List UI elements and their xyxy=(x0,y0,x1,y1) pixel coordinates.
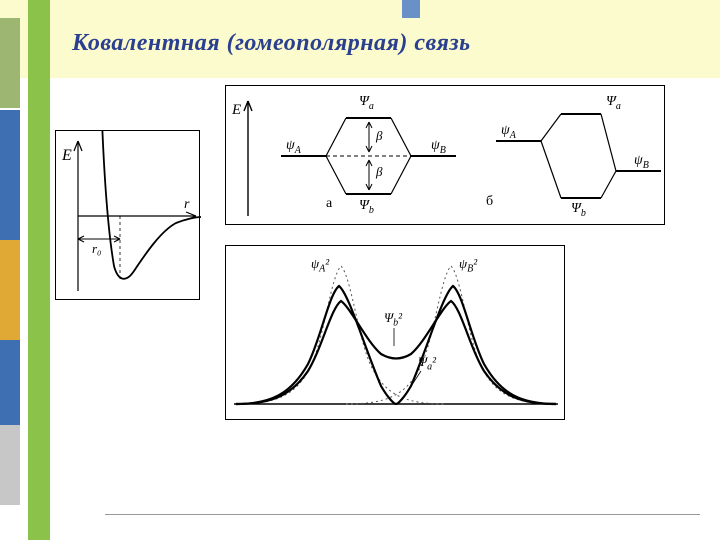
mo-diagram-svg xyxy=(226,86,666,226)
label-psiA-b: ψA xyxy=(501,123,516,141)
density-plot-svg xyxy=(226,246,566,421)
density-plot-frame: ψA² ψB² Ψb² Ψa² xyxy=(225,245,565,420)
label-psiA-a: ψA xyxy=(286,138,301,156)
label-r0: r₀ xyxy=(92,241,102,257)
stripe-green xyxy=(28,0,50,540)
mo-diagram-frame: E ψA ψB Ψa Ψb β β а ψA ψB Ψa Ψb б xyxy=(225,85,665,225)
label-beta-bot: β xyxy=(376,164,382,180)
mo-axis-E: E xyxy=(232,102,241,119)
label-Psib2: Ψb² xyxy=(384,310,402,329)
stripe-orange xyxy=(0,240,20,340)
decor-top-blue xyxy=(402,0,420,18)
panel-a-label: а xyxy=(326,196,332,212)
label-Psib-b: Ψb xyxy=(571,201,586,219)
label-beta-top: β xyxy=(376,128,382,144)
potential-curve-frame: E r r₀ xyxy=(55,130,200,300)
bottom-rule xyxy=(105,514,700,515)
label-psiB2: ψB² xyxy=(459,256,477,275)
panel-b-label: б xyxy=(486,194,493,210)
label-Psia-a: Ψa xyxy=(359,94,374,112)
page-title: Ковалентная (гомеополярная) связь xyxy=(72,30,471,57)
label-Psib-a: Ψb xyxy=(359,198,374,216)
stripe-olive xyxy=(0,18,20,108)
potential-curve-svg xyxy=(56,131,201,301)
label-Psia2: Ψa² xyxy=(418,354,436,373)
label-psiB-b: ψB xyxy=(634,153,649,171)
label-psiA2: ψA² xyxy=(311,256,329,275)
axis-label-r: r xyxy=(184,197,189,213)
stripe-grey xyxy=(0,425,20,505)
label-Psia-b: Ψa xyxy=(606,94,621,112)
label-psiB-a: ψB xyxy=(431,138,446,156)
left-decor xyxy=(0,0,60,540)
axis-label-E: E xyxy=(62,147,72,165)
